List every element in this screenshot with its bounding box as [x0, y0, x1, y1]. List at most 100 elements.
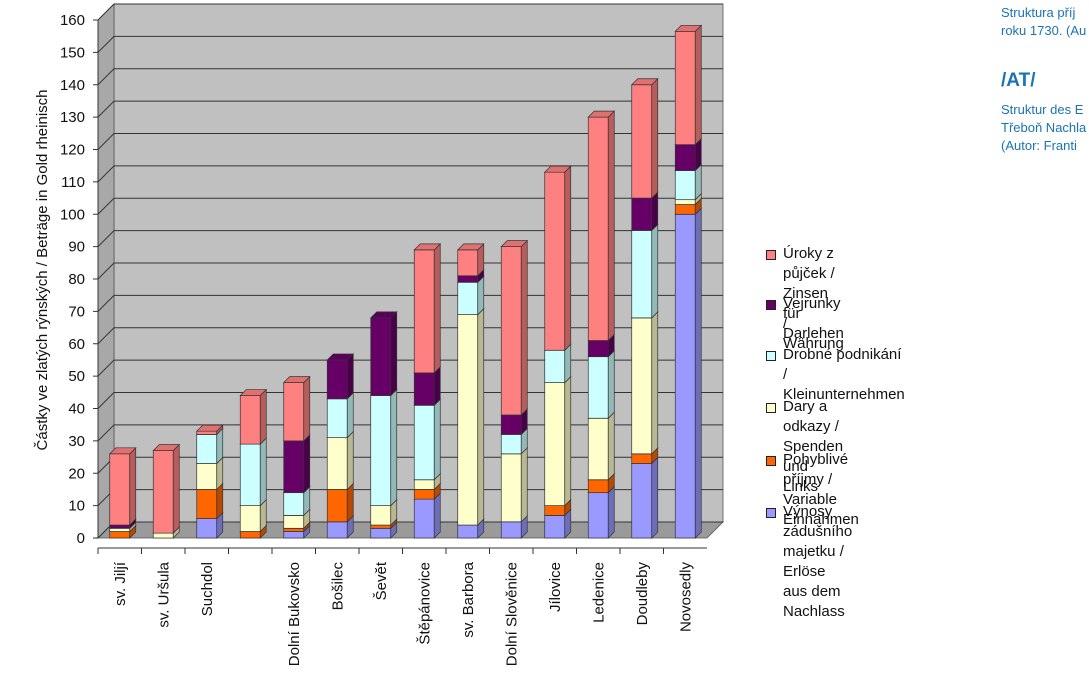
bar-segment	[282, 434, 311, 494]
y-tick-label: 160	[60, 12, 85, 29]
legend-item: Pohyblivé příjmy / Variable Einnahmen	[766, 450, 859, 530]
bar-front	[370, 505, 392, 526]
bar-front	[109, 453, 131, 526]
bar-side	[607, 485, 615, 539]
x-tick-label: Novosedly	[677, 562, 694, 633]
bar-segment	[630, 77, 659, 199]
bar-segment	[500, 446, 529, 523]
bar-segment	[369, 311, 398, 397]
legend-swatch	[766, 351, 776, 361]
bar-front	[109, 527, 131, 532]
legend-label: Úroky z půjček / Zinsen für Darlehen	[783, 245, 844, 342]
bar-segment	[543, 165, 572, 352]
bar-side	[129, 446, 137, 526]
bar-front	[239, 531, 261, 539]
bar-segment	[500, 239, 529, 416]
bar-side	[651, 191, 659, 232]
bar-front	[587, 479, 609, 494]
bar-front	[326, 359, 348, 400]
bar-segment	[239, 437, 268, 507]
bar-segment	[587, 411, 616, 481]
bar-side	[477, 275, 485, 316]
bar-front	[326, 437, 348, 490]
x-tick-label: Ledenice	[590, 562, 607, 623]
bar-side	[346, 353, 354, 400]
bar-side	[390, 311, 398, 397]
bar-segment	[108, 446, 137, 526]
legend-label: Výnosy zádušního majetku / Erlöse aus de…	[783, 503, 853, 620]
bar-front	[370, 524, 392, 529]
bar-side	[651, 311, 659, 455]
bar-front	[587, 116, 609, 341]
legend-item: Drobné podnikání / Kleinunternehmen	[766, 345, 905, 405]
bar-front	[152, 532, 174, 539]
x-tick-label: sv. Jiljí	[112, 561, 129, 606]
bar-front	[283, 492, 305, 516]
gridline	[97, 68, 723, 86]
bar-front	[326, 489, 348, 523]
bar-segment	[239, 388, 268, 445]
bar-top	[195, 424, 224, 432]
bar-front	[631, 197, 653, 231]
bar-front	[413, 372, 435, 406]
bar-front	[457, 249, 479, 277]
y-tick-label: 0	[77, 530, 85, 547]
bar-top	[500, 240, 529, 247]
bar-side	[390, 388, 398, 507]
german-caption: Struktur des E Třeboň Nachla (Autor: Fra…	[1001, 102, 1087, 153]
legend-item: Vejrunky / Währung	[766, 294, 844, 354]
legend-swatch	[766, 403, 776, 413]
bar-front	[370, 317, 392, 396]
y-tick-label: 90	[68, 239, 85, 256]
y-tick-label: 20	[68, 465, 85, 482]
legend-swatch	[766, 508, 776, 518]
legend-swatch	[766, 456, 776, 466]
gridline	[97, 197, 723, 215]
bar-side	[346, 430, 354, 491]
bar-segment	[456, 307, 485, 526]
bar-side	[477, 307, 485, 526]
y-tick-label: 140	[60, 77, 85, 94]
bar-side	[651, 456, 659, 539]
bar-front	[674, 199, 696, 205]
bar-front	[196, 430, 218, 435]
bar-segment	[195, 424, 224, 436]
x-tick-label: Suchdol	[199, 562, 216, 616]
bar-side	[607, 349, 615, 420]
bar-side	[303, 434, 311, 494]
bar-top	[326, 353, 355, 361]
bar-front	[544, 349, 566, 383]
y-tick-label: 150	[60, 44, 85, 61]
bar-front	[283, 440, 305, 494]
bar-front	[500, 414, 522, 435]
bar-front	[544, 514, 566, 539]
bar-segment	[674, 24, 703, 146]
bar-front	[500, 453, 522, 523]
bar-top	[543, 165, 572, 173]
legend-label: Drobné podnikání / Kleinunternehmen	[783, 346, 905, 403]
bar-front	[631, 230, 653, 319]
gridline	[97, 165, 723, 183]
bar-side	[564, 343, 572, 384]
bar-segment	[543, 375, 572, 507]
bar-front	[109, 531, 131, 539]
bar-segment	[326, 430, 355, 491]
bar-segment	[630, 311, 659, 455]
legend-item: Úroky z půjček / Zinsen für Darlehen	[766, 244, 844, 344]
legend-label: Pohyblivé příjmy / Variable Einnahmen	[783, 451, 859, 528]
bar-front	[370, 395, 392, 506]
bar-segment	[630, 223, 659, 319]
bar-top	[587, 110, 616, 118]
y-tick-label: 10	[68, 498, 85, 515]
legend-label: Vejrunky / Währung	[783, 295, 844, 352]
bar-front	[413, 489, 435, 500]
bar-side	[651, 223, 659, 319]
legend-swatch	[766, 300, 776, 310]
y-tick-label: 40	[68, 401, 85, 418]
bar-side	[520, 446, 528, 523]
bar-front	[631, 317, 653, 455]
gridline	[97, 3, 723, 21]
bar-side	[303, 375, 311, 442]
bar-front	[326, 521, 348, 539]
bar-segment	[630, 456, 659, 539]
